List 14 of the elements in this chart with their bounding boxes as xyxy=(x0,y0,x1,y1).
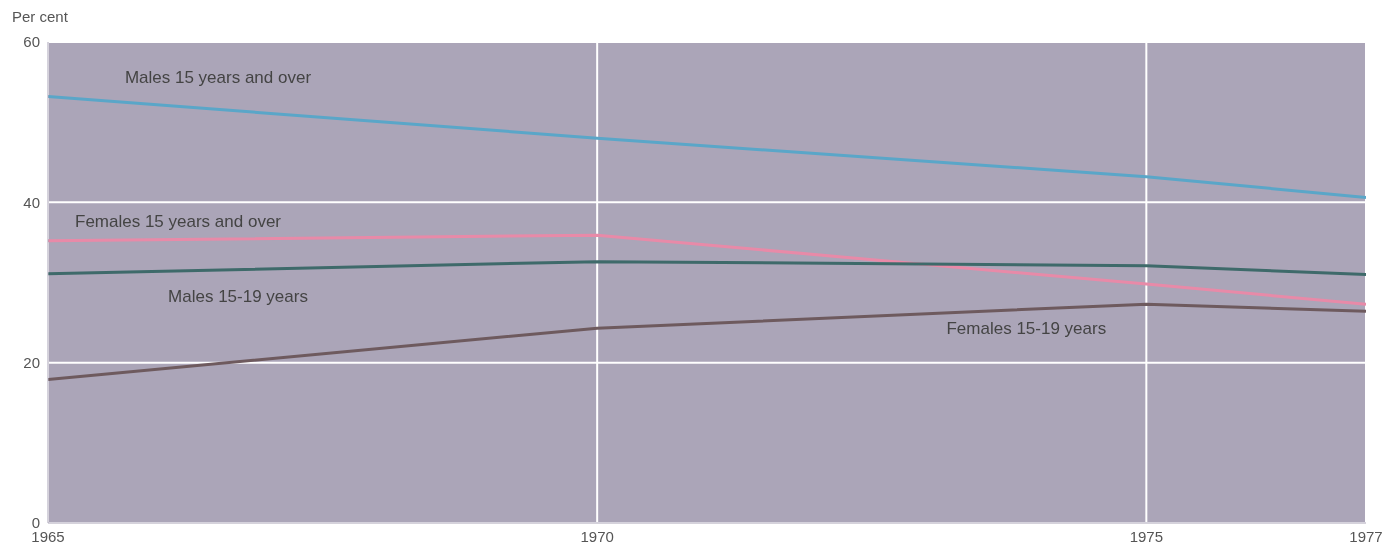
x-tick-label: 1970 xyxy=(580,527,614,545)
x-tick-label: 1975 xyxy=(1129,527,1164,545)
series-label: Females 15 years and over xyxy=(75,211,282,231)
y-axis-title: Per cent xyxy=(12,8,68,25)
series-label: Females 15-19 years xyxy=(946,319,1107,339)
line-series xyxy=(48,95,1366,200)
y-tick-label: 40 xyxy=(23,193,40,211)
line-series xyxy=(48,233,1366,306)
series-label: Males 15-19 years xyxy=(168,286,308,306)
series-label: Males 15 years and over xyxy=(124,67,312,87)
y-tick-label: 60 xyxy=(23,33,40,51)
line-series xyxy=(48,260,1366,276)
x-tick-label: 1977 xyxy=(1349,527,1383,545)
y-tick-label: 20 xyxy=(23,353,40,371)
